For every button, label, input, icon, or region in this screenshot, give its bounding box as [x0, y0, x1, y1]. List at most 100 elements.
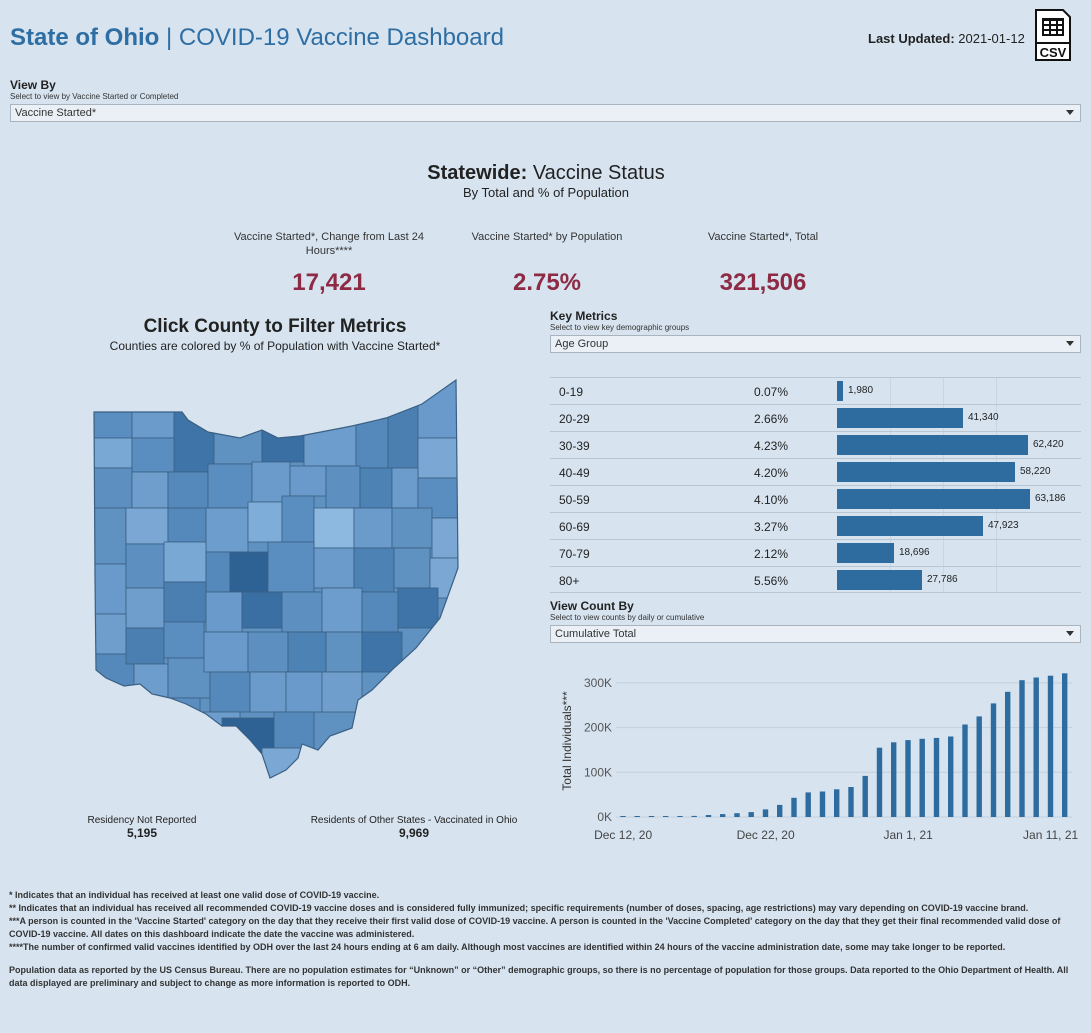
- ohio-county-map[interactable]: [90, 378, 462, 780]
- age-row[interactable]: 40-49 4.20% 58,220: [550, 458, 1081, 485]
- daily-bar[interactable]: [734, 813, 740, 817]
- cumulative-bar-chart: 0K 100K 200K 300K Total Individuals*** Dec 12…: [560, 673, 1079, 842]
- age-group-bar[interactable]: [837, 516, 983, 536]
- daily-bar[interactable]: [933, 737, 940, 817]
- daily-bar[interactable]: [862, 775, 868, 817]
- kpi-change-value: 17,421: [292, 269, 366, 296]
- age-row[interactable]: 70-79 2.12% 18,696: [550, 539, 1081, 566]
- daily-bar[interactable]: [805, 792, 811, 817]
- age-gridline: [996, 567, 997, 592]
- age-group-pct: 5.56%: [754, 574, 789, 588]
- age-group-pct: 2.66%: [754, 412, 789, 426]
- age-group-pct: 2.12%: [754, 547, 789, 561]
- age-row[interactable]: 60-69 3.27% 47,923: [550, 512, 1081, 539]
- daily-bar[interactable]: [819, 791, 826, 818]
- chevron-down-icon: [1066, 631, 1074, 636]
- view-count-label: View Count By: [550, 599, 634, 613]
- age-group-bar[interactable]: [837, 435, 1028, 455]
- statewide-title: Statewide: Vaccine Status: [427, 162, 665, 184]
- note-4: ****The number of confirmed valid vaccin…: [9, 942, 1006, 952]
- daily-bar[interactable]: [976, 716, 982, 817]
- residency-value: 5,195: [126, 826, 158, 840]
- daily-bar[interactable]: [634, 816, 640, 817]
- x-tick-label: Jan 11, 21: [1023, 828, 1078, 842]
- daily-bar[interactable]: [777, 804, 783, 817]
- other-states-value: 9,969: [398, 826, 430, 840]
- age-gridline: [890, 378, 891, 404]
- age-group-value: 62,420: [1033, 439, 1064, 450]
- daily-bar[interactable]: [876, 747, 883, 817]
- daily-bar[interactable]: [1005, 691, 1011, 817]
- age-gridline: [943, 378, 944, 404]
- age-group-bar[interactable]: [837, 543, 894, 563]
- age-row[interactable]: 0-19 0.07% 1,980: [550, 377, 1081, 404]
- age-group-value: 63,186: [1035, 493, 1066, 504]
- key-metrics-dropdown[interactable]: Age Group: [550, 335, 1081, 353]
- view-count-dropdown[interactable]: Cumulative Total: [550, 625, 1081, 643]
- age-group-pct: 4.20%: [754, 466, 789, 480]
- kpi-change-label: Vaccine Started*, Change from Last 24 Ho…: [234, 231, 424, 257]
- view-count-sub: Select to view counts by daily or cumula…: [550, 613, 705, 622]
- daily-bar[interactable]: [948, 736, 954, 818]
- daily-bar[interactable]: [962, 724, 968, 818]
- daily-bar[interactable]: [691, 815, 697, 817]
- view-count-selected: Cumulative Total: [555, 628, 637, 640]
- daily-bar[interactable]: [620, 816, 626, 817]
- age-group-label: 80+: [559, 574, 580, 588]
- daily-bar[interactable]: [905, 740, 911, 817]
- age-group-bar[interactable]: [837, 570, 922, 590]
- daily-bar[interactable]: [677, 816, 683, 817]
- age-row[interactable]: 50-59 4.10% 63,186: [550, 485, 1081, 512]
- daily-bar[interactable]: [748, 812, 754, 817]
- chevron-down-icon: [1066, 341, 1074, 346]
- daily-bar[interactable]: [990, 703, 997, 817]
- view-by-dropdown[interactable]: Vaccine Started*: [10, 104, 1081, 122]
- daily-bar[interactable]: [663, 816, 669, 817]
- age-group-pct: 0.07%: [754, 385, 789, 399]
- daily-bar[interactable]: [791, 797, 797, 817]
- daily-bar[interactable]: [1062, 673, 1068, 817]
- daily-bar[interactable]: [1047, 675, 1054, 817]
- x-tick-label: Jan 1, 21: [883, 828, 933, 842]
- age-group-pct: 3.27%: [754, 520, 789, 534]
- y-tick-label: 0K: [597, 810, 612, 824]
- age-group-label: 30-39: [559, 439, 590, 453]
- statewide-subtitle: By Total and % of Population: [463, 185, 629, 200]
- y-tick-label: 100K: [584, 765, 612, 779]
- map-title: Click County to Filter Metrics: [143, 316, 407, 337]
- age-row[interactable]: 20-29 2.66% 41,340: [550, 404, 1081, 431]
- daily-bar[interactable]: [762, 809, 769, 817]
- key-metrics-label: Key Metrics: [550, 309, 618, 323]
- daily-bar[interactable]: [1033, 677, 1039, 818]
- age-group-label: 40-49: [559, 466, 590, 480]
- age-group-bar[interactable]: [837, 462, 1015, 482]
- residency-label: Residency Not Reported: [87, 815, 197, 826]
- age-group-value: 58,220: [1020, 466, 1051, 477]
- age-group-label: 20-29: [559, 412, 590, 426]
- daily-bar[interactable]: [705, 815, 712, 817]
- daily-bar[interactable]: [848, 787, 854, 817]
- age-group-table: 0-19 0.07% 1,980 20-29 2.66% 41,340 30-39 4.23%…: [550, 377, 1081, 593]
- age-row[interactable]: 80+ 5.56% 27,786: [550, 566, 1081, 593]
- age-gridline: [996, 513, 997, 539]
- kpi-population-label: Vaccine Started* by Population: [471, 231, 623, 243]
- age-group-value: 1,980: [848, 385, 874, 396]
- age-group-bar[interactable]: [837, 489, 1030, 509]
- daily-bar[interactable]: [919, 738, 925, 817]
- daily-bar[interactable]: [720, 814, 726, 817]
- age-group-label: 70-79: [559, 547, 590, 561]
- kpi-total-value: 321,506: [719, 269, 807, 296]
- daily-bar[interactable]: [1019, 680, 1025, 817]
- age-group-value: 47,923: [988, 520, 1019, 531]
- y-axis-label: Total Individuals***: [560, 691, 574, 791]
- daily-bar[interactable]: [891, 742, 897, 817]
- age-row[interactable]: 30-39 4.23% 62,420: [550, 431, 1081, 458]
- title-state: State of Ohio: [10, 24, 160, 51]
- page-title: State of Ohio | COVID-19 Vaccine Dashboa…: [10, 24, 504, 51]
- age-group-bar[interactable]: [837, 408, 963, 428]
- daily-bar[interactable]: [648, 816, 655, 817]
- age-group-bar[interactable]: [837, 381, 843, 401]
- daily-bar[interactable]: [834, 789, 840, 817]
- csv-download-icon[interactable]: CSV: [1033, 8, 1073, 62]
- y-tick-label: 200K: [584, 721, 612, 735]
